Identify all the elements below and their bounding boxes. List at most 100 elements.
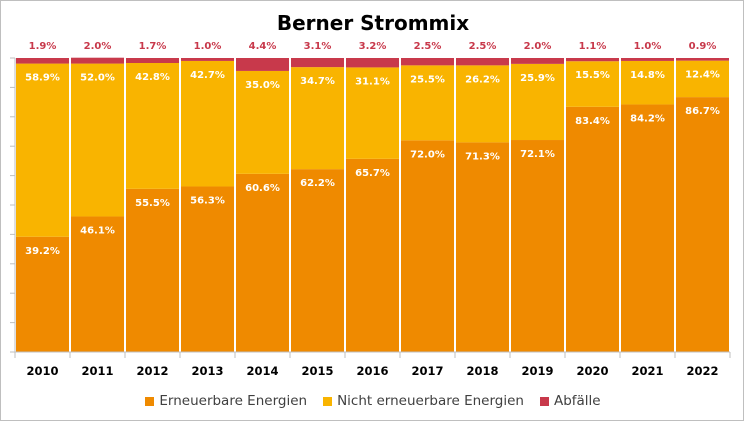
bar-segment-nonrenewable xyxy=(16,63,69,237)
data-label-nonrenewable: 25.5% xyxy=(410,74,445,85)
bar-segment-renewable xyxy=(566,106,619,352)
x-tick-label: 2019 xyxy=(521,364,553,378)
data-label-renewable: 83.4% xyxy=(575,116,610,127)
bar-segment-waste xyxy=(16,58,69,64)
data-label-renewable: 62.2% xyxy=(300,178,335,189)
bar-segment-renewable xyxy=(401,140,454,352)
data-label-waste: 1.0% xyxy=(194,41,222,52)
legend-label-nonrenewable: Nicht erneuerbare Energien xyxy=(337,393,524,409)
legend-item-renewable: Erneuerbare Energien xyxy=(145,393,307,409)
data-label-nonrenewable: 52.0% xyxy=(80,73,115,84)
bar-segment-renewable xyxy=(291,169,344,352)
bar-segment-waste xyxy=(181,58,234,61)
bar-segment-renewable xyxy=(511,140,564,352)
bar-segment-waste xyxy=(346,58,399,68)
bar-segment-waste xyxy=(511,58,564,64)
data-label-nonrenewable: 42.8% xyxy=(135,72,170,83)
data-label-renewable: 65.7% xyxy=(355,168,390,179)
x-tick-label: 2022 xyxy=(686,364,718,378)
data-label-waste: 2.0% xyxy=(84,41,112,52)
legend-item-waste: Abfälle xyxy=(539,393,601,409)
data-label-renewable: 72.0% xyxy=(410,149,445,160)
data-label-waste: 2.5% xyxy=(414,41,442,52)
bar-segment-nonrenewable xyxy=(511,63,564,141)
legend-swatch-waste xyxy=(539,396,549,406)
bar-segment-waste xyxy=(71,57,124,64)
bar-segment-nonrenewable xyxy=(401,65,454,141)
x-tick-label: 2017 xyxy=(411,364,443,378)
data-label-waste: 1.0% xyxy=(634,41,662,52)
bar-segment-nonrenewable xyxy=(236,70,289,174)
bar-segment-waste xyxy=(291,58,344,68)
bar-segment-nonrenewable xyxy=(291,67,344,170)
data-label-waste: 3.2% xyxy=(359,41,387,52)
bar-segment-nonrenewable xyxy=(126,62,179,189)
legend-label-renewable: Erneuerbare Energien xyxy=(159,393,308,409)
data-label-nonrenewable: 25.9% xyxy=(520,73,555,84)
x-tick-label: 2021 xyxy=(631,364,663,378)
data-label-waste: 4.4% xyxy=(249,41,277,52)
legend: Erneuerbare Energien Nicht erneuerbare E… xyxy=(1,393,744,409)
bar-segment-waste xyxy=(621,58,674,61)
bar-segment-waste xyxy=(126,58,179,63)
data-label-nonrenewable: 15.5% xyxy=(575,70,610,81)
legend-label-waste: Abfälle xyxy=(553,393,601,409)
data-label-renewable: 60.6% xyxy=(245,183,280,194)
bar-segment-renewable xyxy=(126,188,179,352)
bar-segment-renewable xyxy=(676,97,729,353)
bar-segment-nonrenewable xyxy=(181,60,234,187)
bar-segment-nonrenewable xyxy=(566,61,619,107)
data-label-nonrenewable: 42.7% xyxy=(190,70,225,81)
bar-segment-waste xyxy=(676,58,729,61)
x-tick-label: 2013 xyxy=(191,364,223,378)
bar-segment-waste xyxy=(401,58,454,66)
data-label-renewable: 86.7% xyxy=(685,106,720,117)
legend-swatch-renewable xyxy=(145,396,155,406)
x-tick-label: 2020 xyxy=(576,364,608,378)
data-label-nonrenewable: 12.4% xyxy=(685,70,720,81)
bar-segment-renewable xyxy=(16,236,69,352)
legend-item-nonrenewable: Nicht erneuerbare Energien xyxy=(323,393,524,409)
bar-segment-renewable xyxy=(181,186,234,352)
bar-segment-renewable xyxy=(621,104,674,353)
x-tick-label: 2014 xyxy=(246,364,278,378)
data-label-waste: 1.9% xyxy=(29,41,57,52)
x-tick-label: 2018 xyxy=(466,364,498,378)
data-label-renewable: 46.1% xyxy=(80,225,115,236)
data-label-renewable: 55.5% xyxy=(135,198,170,209)
data-label-renewable: 84.2% xyxy=(630,113,665,124)
x-tick-label: 2012 xyxy=(136,364,168,378)
data-label-waste: 1.1% xyxy=(579,41,607,52)
bar-segment-renewable xyxy=(71,216,124,352)
bar-segment-nonrenewable xyxy=(71,63,124,217)
data-label-waste: 2.0% xyxy=(524,41,552,52)
legend-swatch-nonrenewable xyxy=(323,396,333,406)
data-label-renewable: 71.3% xyxy=(465,151,500,162)
data-label-nonrenewable: 14.8% xyxy=(630,70,665,81)
bar-segment-nonrenewable xyxy=(456,65,509,143)
bar-segment-renewable xyxy=(346,158,399,352)
bar-segment-renewable xyxy=(236,173,289,352)
data-label-renewable: 72.1% xyxy=(520,149,555,160)
bar-segment-renewable xyxy=(456,142,509,352)
data-label-renewable: 56.3% xyxy=(190,195,225,206)
data-label-nonrenewable: 58.9% xyxy=(25,73,60,84)
x-tick-label: 2010 xyxy=(26,364,58,378)
x-tick-label: 2016 xyxy=(356,364,388,378)
bar-segment-nonrenewable xyxy=(346,67,399,159)
bar-segment-nonrenewable xyxy=(676,60,729,98)
data-label-nonrenewable: 34.7% xyxy=(300,76,335,87)
data-label-waste: 0.9% xyxy=(689,41,717,52)
data-label-nonrenewable: 26.2% xyxy=(465,74,500,85)
data-label-waste: 3.1% xyxy=(304,41,332,52)
data-label-nonrenewable: 31.1% xyxy=(355,76,390,87)
data-label-waste: 2.5% xyxy=(469,41,497,52)
data-label-waste: 1.7% xyxy=(139,41,167,52)
bar-segment-waste xyxy=(456,58,509,66)
chart-title: Berner Strommix xyxy=(276,11,470,35)
bar-segment-waste xyxy=(566,58,619,62)
data-label-renewable: 39.2% xyxy=(25,246,60,257)
x-tick-label: 2015 xyxy=(301,364,333,378)
bar-segment-waste xyxy=(236,58,289,71)
